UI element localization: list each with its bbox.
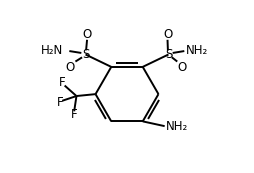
Text: F: F bbox=[71, 108, 77, 121]
Text: H₂N: H₂N bbox=[41, 44, 63, 57]
Text: S: S bbox=[82, 48, 89, 61]
Text: O: O bbox=[83, 28, 92, 41]
Text: F: F bbox=[57, 96, 63, 109]
Text: F: F bbox=[59, 76, 66, 89]
Text: O: O bbox=[178, 61, 187, 74]
Text: O: O bbox=[66, 61, 75, 74]
Text: S: S bbox=[165, 48, 172, 61]
Text: NH₂: NH₂ bbox=[186, 44, 209, 57]
Text: O: O bbox=[163, 28, 172, 41]
Text: NH₂: NH₂ bbox=[166, 120, 188, 133]
